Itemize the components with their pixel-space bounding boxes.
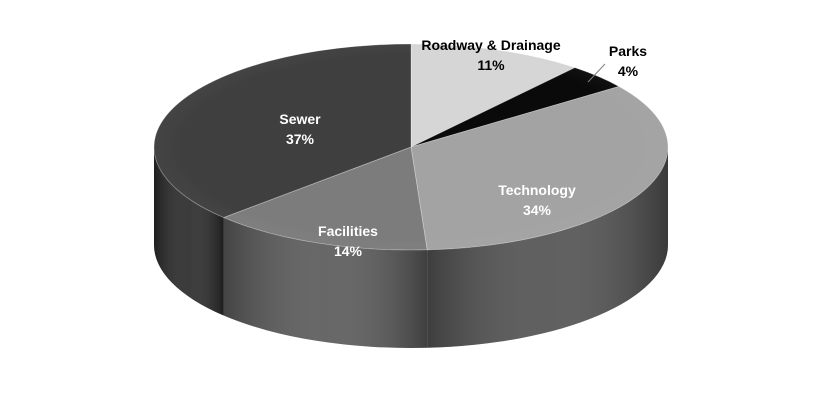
slice-name-label-roadway-drainage: Roadway & Drainage <box>421 37 560 53</box>
pie-top-rim-shade <box>154 44 668 250</box>
pie-slice-side-shade-technology <box>427 147 668 348</box>
slice-percent-label-facilities: 14% <box>334 243 363 259</box>
slice-name-label-technology: Technology <box>498 182 576 198</box>
pie-slice-side-shade-sewer <box>154 147 224 316</box>
slice-name-label-sewer: Sewer <box>279 111 321 127</box>
leader-line-parks <box>587 63 606 83</box>
slice-percent-label-roadway-drainage: 11% <box>477 57 505 73</box>
slice-name-label-parks: Parks <box>609 43 647 59</box>
pie-slice-side-shade-facilities <box>223 217 428 349</box>
slice-percent-label-technology: 34% <box>523 202 552 218</box>
slice-percent-label-sewer: 37% <box>286 131 315 147</box>
slice-percent-label-parks: 4% <box>618 63 639 79</box>
slice-name-label-facilities: Facilities <box>318 223 378 239</box>
